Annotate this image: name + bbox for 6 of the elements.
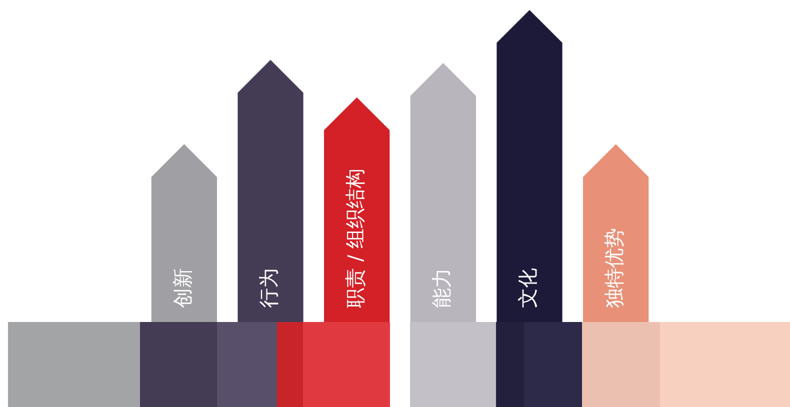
x-tick-label: 职责 / 组织结构 [343, 168, 368, 308]
x-tick-label: 行为 [256, 268, 281, 308]
x-tick-label: 能力 [429, 268, 454, 308]
x-tick-label: 独特优势 [602, 228, 626, 308]
x-tick-label: 文化 [516, 268, 540, 308]
x-tick-label: 创新 [170, 268, 194, 308]
